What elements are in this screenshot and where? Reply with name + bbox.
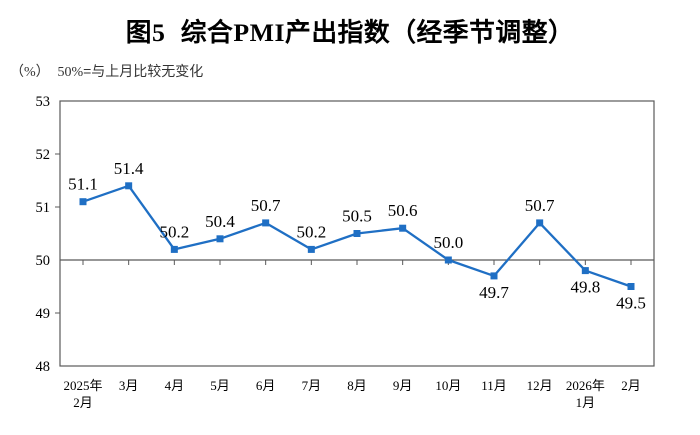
svg-text:2026年: 2026年 [566,378,605,393]
svg-text:8月: 8月 [347,378,367,393]
svg-text:11月: 11月 [481,378,507,393]
svg-text:2025年: 2025年 [63,378,102,393]
svg-text:7月: 7月 [302,378,322,393]
svg-text:3月: 3月 [119,378,139,393]
svg-text:50.2: 50.2 [296,222,326,241]
svg-text:52: 52 [36,147,51,163]
svg-text:49.5: 49.5 [616,294,646,313]
svg-text:5月: 5月 [210,378,230,393]
svg-text:51.4: 51.4 [114,159,144,178]
svg-text:1月: 1月 [576,395,596,410]
svg-text:50: 50 [36,253,51,269]
svg-text:49.8: 49.8 [570,278,600,297]
svg-text:4月: 4月 [165,378,185,393]
svg-text:50.6: 50.6 [388,201,418,220]
svg-text:50.5: 50.5 [342,207,372,226]
svg-text:50.7: 50.7 [525,196,555,215]
svg-text:50.0: 50.0 [433,233,463,252]
svg-text:49.7: 49.7 [479,283,509,302]
svg-text:9月: 9月 [393,378,413,393]
svg-text:51: 51 [36,200,51,216]
svg-text:50.2: 50.2 [159,222,189,241]
svg-text:2月: 2月 [73,395,93,410]
svg-text:49: 49 [36,306,51,322]
svg-text:12月: 12月 [527,378,553,393]
svg-text:2月: 2月 [621,378,641,393]
svg-text:6月: 6月 [256,378,276,393]
svg-text:53: 53 [36,94,51,110]
svg-text:50.7: 50.7 [251,196,281,215]
svg-text:10月: 10月 [435,378,461,393]
svg-text:51.1: 51.1 [68,175,98,194]
svg-text:48: 48 [36,359,51,375]
svg-text:50.4: 50.4 [205,212,235,231]
